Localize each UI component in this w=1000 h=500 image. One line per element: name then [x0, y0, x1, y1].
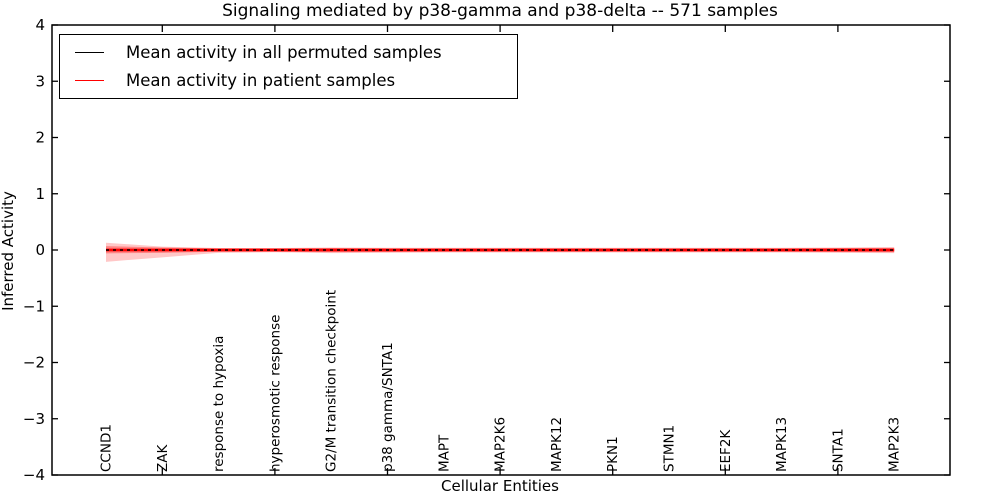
- entity-label: STMN1: [662, 425, 678, 472]
- entity-label: MAPT: [436, 434, 452, 472]
- entity-label: SNTA1: [830, 428, 846, 472]
- y-tick-label: −2: [23, 354, 45, 372]
- legend-label-permuted: Mean activity in all permuted samples: [126, 43, 442, 63]
- chart-title: Signaling mediated by p38-gamma and p38-…: [222, 1, 778, 21]
- entity-label: MAPK13: [774, 417, 790, 472]
- y-tick-label: −1: [23, 297, 45, 315]
- legend-label-patient: Mean activity in patient samples: [126, 70, 396, 90]
- permuted-line-swatch: [75, 52, 104, 54]
- y-tick-label: 4: [35, 16, 45, 34]
- y-tick-label: 3: [35, 72, 45, 90]
- legend-entry-permuted: Mean activity in all permuted samples: [75, 43, 517, 62]
- entity-label: MAP2K3: [887, 417, 903, 472]
- entity-label: PKN1: [605, 436, 621, 472]
- legend-entry-patient: Mean activity in patient samples: [75, 71, 517, 90]
- entity-label: response to hypoxia: [211, 336, 227, 472]
- entity-label: p38 gamma/SNTA1: [380, 342, 396, 472]
- y-tick-label: −4: [23, 466, 45, 484]
- band-patient-std-outer: [106, 242, 895, 262]
- patient-line-swatch: [75, 79, 104, 81]
- entity-label: hyperosmotic response: [267, 315, 283, 472]
- y-tick-label: 2: [35, 129, 45, 147]
- y-tick-label: −3: [23, 410, 45, 428]
- entity-label: ZAK: [155, 444, 171, 472]
- entity-label: EEF2K: [718, 429, 734, 472]
- entity-label: CCND1: [99, 424, 115, 472]
- legend-box: Mean activity in all permuted samples Me…: [59, 34, 518, 99]
- y-axis-label: Inferred Activity: [0, 191, 17, 311]
- y-tick-label: 0: [35, 241, 45, 259]
- x-axis-label: Cellular Entities: [441, 477, 559, 495]
- entity-label: G2/M transition checkpoint: [324, 290, 340, 472]
- y-tick-label: 1: [35, 185, 45, 203]
- entity-label: MAP2K6: [493, 417, 509, 472]
- entity-label: MAPK12: [549, 417, 565, 472]
